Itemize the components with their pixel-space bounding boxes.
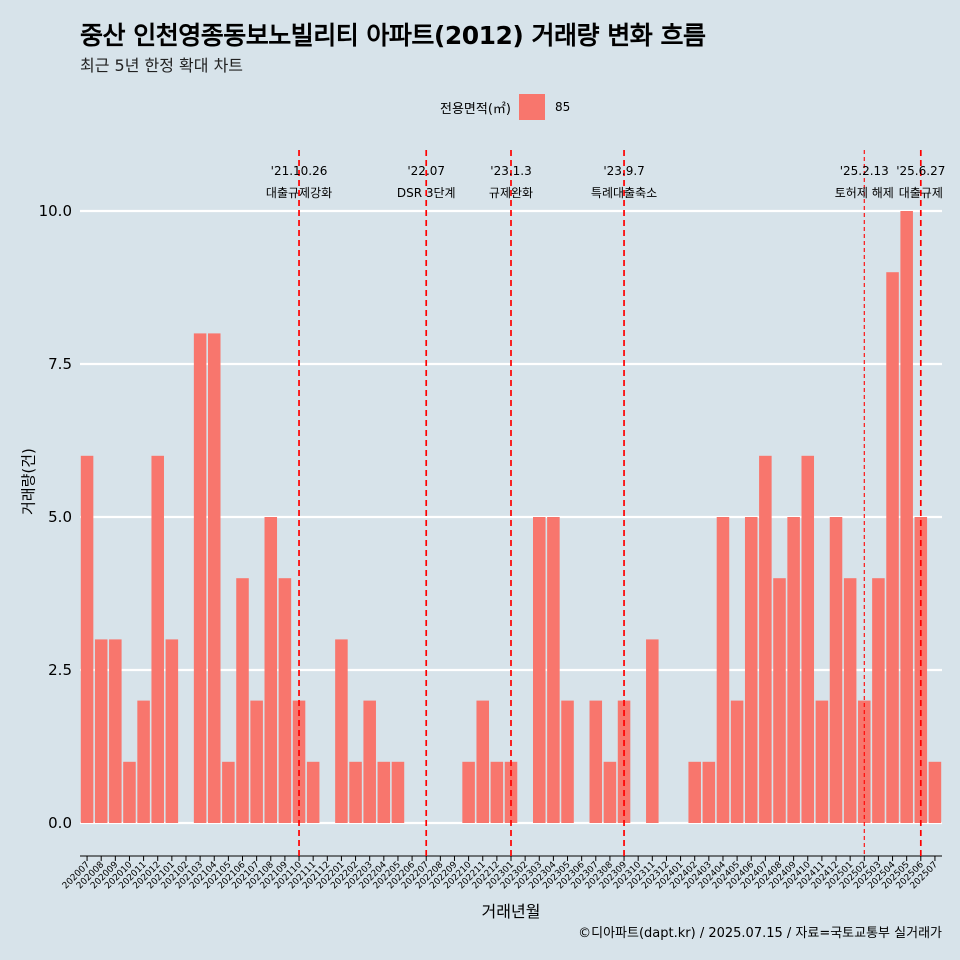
bar	[773, 578, 786, 823]
bar	[94, 639, 108, 823]
bar	[335, 639, 348, 823]
bar	[688, 761, 701, 823]
legend-title: 전용면적(㎡)	[440, 101, 511, 117]
bar	[716, 517, 730, 823]
bar	[80, 455, 94, 823]
bar	[744, 517, 758, 823]
bar	[250, 700, 263, 823]
bar	[476, 700, 490, 823]
event-name-label: 대출규제강화	[266, 186, 332, 200]
bar	[730, 700, 744, 823]
y-tick-label: 7.5	[48, 355, 72, 373]
bar	[151, 455, 164, 823]
bar	[306, 761, 320, 823]
event-date-label: '25.6.27	[896, 164, 945, 178]
bar	[278, 578, 292, 823]
bar	[236, 578, 249, 823]
event-date-label: '21.10.26	[271, 164, 328, 178]
bar	[829, 517, 843, 823]
chart-subtitle: 최근 5년 한정 확대 차트	[80, 56, 244, 75]
bar	[264, 517, 278, 823]
event-name-label: 토허제 해제	[835, 186, 894, 200]
bar	[222, 761, 235, 823]
bar	[377, 761, 391, 823]
bar	[928, 761, 942, 823]
source-caption: ©디아파트(dapt.kr) / 2025.07.15 / 자료=국토교통부 실…	[578, 926, 942, 941]
bar	[207, 333, 221, 823]
bar	[787, 517, 800, 823]
legend-label-85: 85	[554, 100, 571, 114]
bar	[349, 761, 362, 823]
y-tick-label: 2.5	[48, 661, 72, 679]
bar	[561, 700, 574, 823]
bar	[462, 761, 475, 823]
event-name-label: 대출규제	[899, 186, 943, 200]
bar	[589, 700, 603, 823]
bar	[165, 639, 179, 823]
bar	[815, 700, 829, 823]
bar	[391, 761, 405, 823]
bar	[490, 761, 504, 823]
bar	[900, 211, 913, 823]
bar	[603, 761, 617, 823]
bar	[702, 761, 716, 823]
bar	[547, 517, 560, 823]
bar	[801, 455, 815, 823]
event-name-label: DSR 3단계	[397, 186, 456, 200]
bar	[532, 517, 546, 823]
event-name-label: 특례대출축소	[591, 186, 657, 200]
x-axis-label: 거래년월	[481, 902, 541, 921]
bar	[646, 639, 659, 823]
event-date-label: '23.9.7	[603, 164, 644, 178]
bar	[872, 578, 885, 823]
chart-title: 중산 인천영종동보노빌리티 아파트(2012) 거래량 변화 흐름	[80, 21, 706, 50]
y-tick-label: 0.0	[48, 814, 72, 832]
bar	[886, 272, 899, 823]
bar	[193, 333, 207, 823]
bar	[123, 761, 136, 823]
event-date-label: '25.2.13	[840, 164, 889, 178]
y-tick-label: 10.0	[39, 202, 72, 220]
bar	[759, 455, 772, 823]
y-tick-label: 5.0	[48, 508, 72, 526]
event-date-label: '23.1.3	[490, 164, 531, 178]
event-name-label: 규제완화	[489, 186, 533, 200]
legend-key-85	[518, 94, 545, 120]
bar	[109, 639, 122, 823]
legend: 전용면적(㎡) 85	[440, 94, 570, 120]
bar	[363, 700, 376, 823]
event-date-label: '22.07	[407, 164, 445, 178]
bar	[137, 700, 150, 823]
bar	[843, 578, 857, 823]
